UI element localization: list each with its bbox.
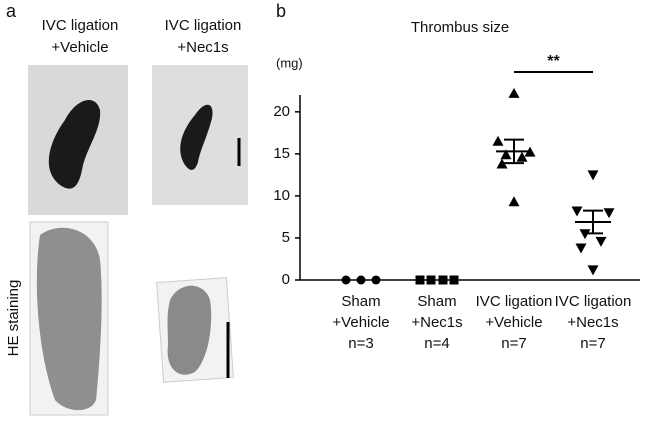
photos [28, 65, 248, 416]
x-tick-label: n=4 [424, 335, 449, 352]
row-label: HE staining [5, 280, 22, 357]
data-point [449, 275, 459, 285]
x-tick-label: Sham [417, 293, 456, 310]
data-point [426, 275, 436, 285]
x-tick-label: +Vehicle [332, 314, 389, 331]
y-tick-label: 0 [282, 271, 290, 288]
data-point [415, 275, 425, 285]
x-tick-label: n=7 [501, 335, 526, 352]
panel-label: b [276, 1, 286, 21]
data-point [438, 275, 448, 285]
x-tick-label: IVC ligation [555, 293, 632, 310]
data-point [492, 135, 504, 146]
y-tick-label: 15 [273, 145, 290, 162]
x-tick-label: +Vehicle [485, 314, 542, 331]
data-point [500, 149, 512, 160]
y-axis-label: (mg) [276, 55, 303, 70]
y-tick-label: 10 [273, 187, 290, 204]
x-tick-label: +Nec1s [411, 314, 462, 331]
data-point [587, 265, 599, 276]
significance-label: ** [547, 53, 560, 70]
chart-title: Thrombus size [411, 19, 509, 36]
data-point [371, 275, 381, 285]
he-section [36, 227, 102, 411]
y-tick-label: 20 [273, 103, 290, 120]
column-label: IVC ligation [42, 17, 119, 34]
x-tick-label: n=3 [348, 335, 373, 352]
thrombus [48, 99, 101, 189]
x-tick-label: Sham [341, 293, 380, 310]
panel-label: a [6, 1, 17, 21]
data-point [595, 236, 607, 247]
column-label: +Nec1s [177, 39, 228, 56]
data-point [508, 87, 520, 98]
data-point [516, 151, 528, 162]
x-tick-label: n=7 [580, 335, 605, 352]
data-point [571, 206, 583, 217]
data-point [496, 158, 508, 169]
y-tick-label: 5 [282, 229, 290, 246]
data-point [341, 275, 351, 285]
error-bar [504, 138, 524, 165]
data-point [508, 196, 520, 207]
he-section [167, 285, 212, 375]
data-point [587, 170, 599, 181]
data-point [603, 208, 615, 219]
x-tick-label: +Nec1s [567, 314, 618, 331]
data-point [575, 243, 587, 254]
column-label: IVC ligation [165, 17, 242, 34]
data-point [356, 275, 366, 285]
column-label: +Vehicle [51, 39, 108, 56]
error-bar [583, 209, 603, 235]
x-tick-label: IVC ligation [476, 293, 553, 310]
thrombus [180, 104, 213, 170]
